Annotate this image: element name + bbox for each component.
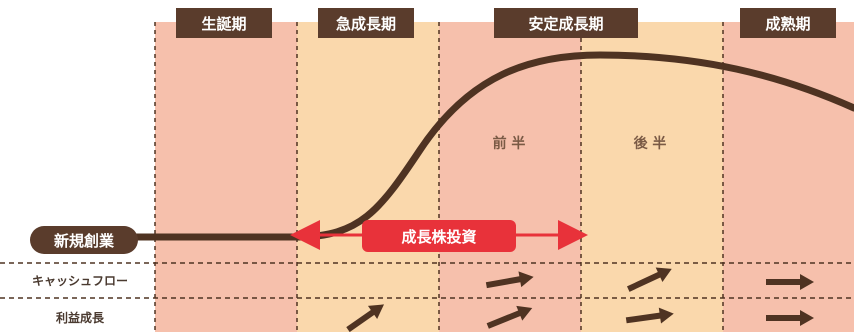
header-mature-bg — [740, 8, 836, 38]
cashflow-arrow-stable-first — [485, 271, 534, 289]
profit-arrows — [346, 304, 814, 332]
cashflow-arrow-stable-second — [626, 267, 672, 292]
header-mature: 成熟期 — [765, 15, 810, 33]
profit-arrow-rapid — [346, 304, 385, 332]
header-birth: 生誕期 — [201, 15, 246, 33]
row-label-profit: 利益成長 — [56, 310, 105, 325]
row-dividers — [0, 262, 854, 299]
band-stable-second — [581, 22, 723, 332]
row-label-cashflow: キャッシュフロー — [32, 274, 128, 288]
vertical-dividers — [154, 22, 724, 332]
header-rapid: 急成長期 — [336, 15, 396, 33]
cashflow-arrows — [485, 267, 814, 292]
header-stable: 安定成長期 — [528, 15, 603, 33]
profit-arrow-stable-second — [625, 307, 674, 324]
stable-second-half-label: 後 半 — [634, 135, 667, 152]
profit-arrow-mature — [766, 310, 814, 326]
header-rapid-bg — [318, 8, 414, 38]
band-birth — [155, 22, 297, 332]
header-birth-bg — [176, 8, 272, 38]
investment-label: 成長株投資 — [401, 228, 476, 246]
stable-first-half-label: 前 半 — [493, 135, 526, 152]
profit-arrow-stable-first — [486, 305, 533, 329]
start-label-bg — [30, 226, 138, 254]
band-rapid — [297, 22, 439, 332]
investment-label-bg — [362, 220, 516, 252]
cashflow-arrow-mature — [766, 274, 814, 290]
start-label: 新規創業 — [54, 232, 115, 250]
growth-curve — [126, 51, 854, 241]
header-stable-bg — [494, 8, 638, 38]
